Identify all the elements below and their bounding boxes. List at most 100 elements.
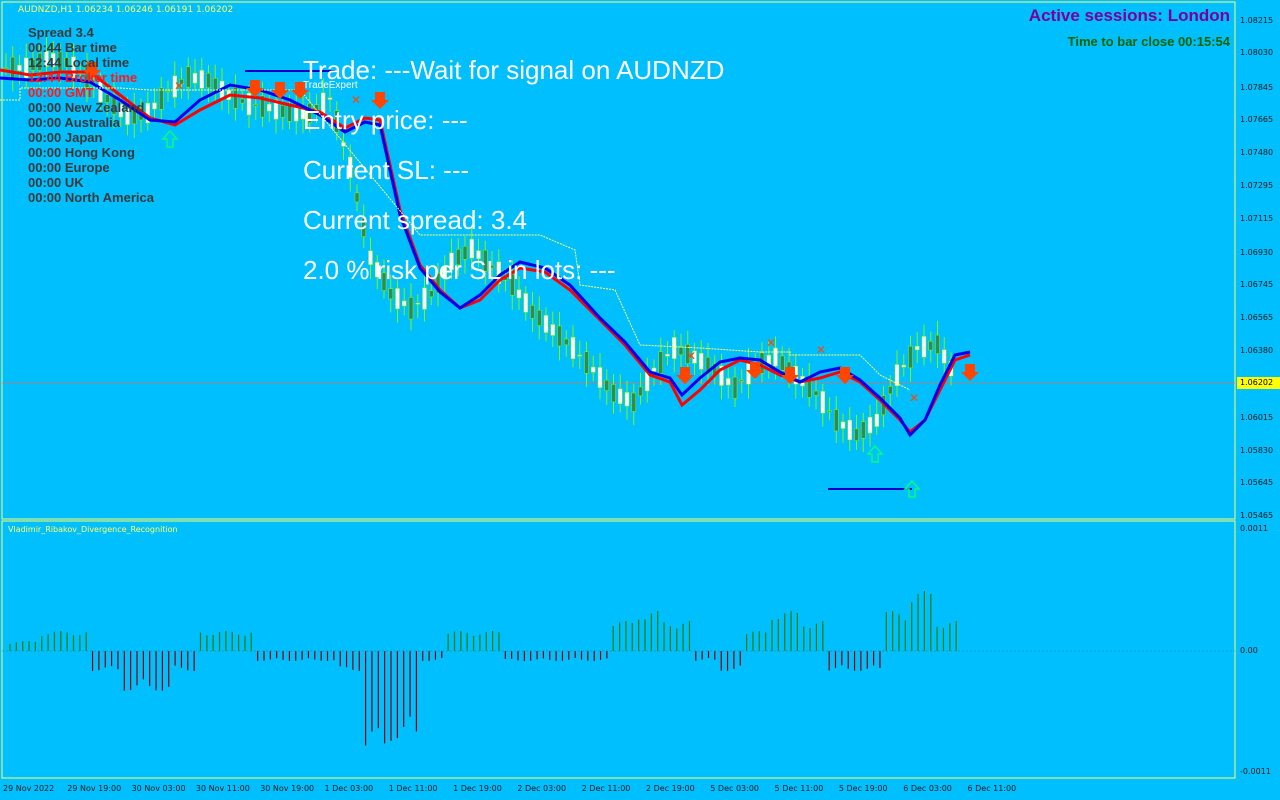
candle <box>719 365 724 386</box>
price-axis-label: 1.05465 <box>1240 511 1274 520</box>
candle <box>260 95 265 118</box>
candle <box>523 293 528 313</box>
candle <box>10 56 15 79</box>
time-axis-label: 2 Dec 19:00 <box>646 784 695 793</box>
candle <box>726 378 731 386</box>
price-axis-label: 1.05645 <box>1240 478 1274 487</box>
candle <box>118 104 123 118</box>
candle <box>280 105 285 118</box>
moving-averages-layer <box>0 68 971 438</box>
candle <box>901 364 906 368</box>
candle <box>739 379 744 382</box>
candle <box>827 410 832 413</box>
candle <box>483 249 488 272</box>
trade-expert-label: TradeExpert <box>303 80 358 91</box>
candle <box>550 324 555 336</box>
info-panel-row: 12:44 Local time <box>28 55 130 70</box>
candle <box>253 104 258 107</box>
sell-arrow-icon <box>961 364 979 381</box>
candle <box>395 288 400 310</box>
candle <box>307 103 312 123</box>
candle <box>44 51 49 67</box>
candle <box>496 261 501 284</box>
sell-arrow-icon <box>291 82 309 99</box>
price-axis-label: 1.06380 <box>1240 346 1274 355</box>
candle <box>618 388 623 404</box>
price-axis-label: 1.05830 <box>1240 446 1274 455</box>
candle <box>921 336 927 358</box>
sell-arrow-icon <box>746 362 764 379</box>
candle <box>928 340 933 351</box>
candle <box>422 287 427 310</box>
time-axis-label: 30 Nov 19:00 <box>260 784 315 793</box>
price-axis-label: 1.07845 <box>1240 83 1274 92</box>
price-axis-label: 1.08215 <box>1240 16 1274 25</box>
info-panel-row: 00:00 UK <box>28 175 84 190</box>
candle <box>591 366 596 373</box>
candle <box>780 355 785 371</box>
candle <box>368 250 373 265</box>
sell-arrow-icon <box>246 80 264 97</box>
info-panel-row: 00:00 Europe <box>28 160 110 175</box>
candle <box>456 249 461 266</box>
buy-arrow-icon <box>903 479 921 498</box>
time-axis-label: 2 Dec 11:00 <box>581 784 631 793</box>
candle <box>631 392 636 412</box>
candle <box>348 156 353 178</box>
candle <box>449 252 454 270</box>
price-axis-label: 1.07295 <box>1240 181 1274 190</box>
candle <box>375 262 380 278</box>
sell-arrow-icon <box>781 367 799 384</box>
candle <box>179 79 184 85</box>
indicator-name: Vladimir_Ribakov_Divergence_Recognition <box>8 525 178 534</box>
ma-blue-line <box>0 76 971 438</box>
candle <box>240 98 245 104</box>
candle <box>678 347 684 356</box>
candle <box>273 99 279 120</box>
candle <box>840 421 846 429</box>
candle <box>125 108 130 125</box>
time-axis-label: 5 Dec 11:00 <box>774 784 824 793</box>
candle <box>267 103 272 112</box>
candle <box>854 428 859 441</box>
exit-cross-icon: ✕ <box>766 336 776 350</box>
info-panel-row: 12:44 Broker time <box>28 70 138 85</box>
candle <box>37 52 42 71</box>
info-panel-row: Spread 3.4 <box>28 25 94 40</box>
buy-arrow-icon <box>161 129 179 148</box>
candle <box>942 349 947 364</box>
indicator-axis-label: 0.00 <box>1240 646 1258 655</box>
candle <box>192 72 198 84</box>
exit-cross-icon: ✕ <box>174 79 184 93</box>
current-spread: Current spread: 3.4 <box>303 205 528 235</box>
candle <box>17 64 22 71</box>
candle <box>699 353 704 370</box>
candle <box>672 337 677 359</box>
candle <box>476 250 481 259</box>
candle <box>867 416 873 434</box>
time-axis-label: 29 Nov 19:00 <box>67 784 122 793</box>
candle <box>442 266 447 278</box>
candle <box>732 376 738 399</box>
candle <box>557 325 562 347</box>
candle <box>570 337 576 360</box>
candle <box>24 57 29 79</box>
info-panel-row: 00:00 North America <box>28 190 154 205</box>
price-axis-label: 1.07665 <box>1240 115 1274 124</box>
candle <box>915 346 920 351</box>
candle <box>874 413 879 427</box>
candle <box>429 290 434 298</box>
time-axis-label: 30 Nov 03:00 <box>131 784 186 793</box>
exit-cross-icon: ✕ <box>816 343 826 357</box>
candle <box>206 73 211 89</box>
candle <box>705 356 711 375</box>
candle <box>834 409 839 432</box>
candle <box>543 315 549 333</box>
signal-arrows-layer: ✕ ✕ ✕ ✕ ✕ ✕ <box>83 62 979 498</box>
entry-price: Entry price: --- <box>303 105 468 135</box>
info-panel-row: 00:00 Hong Kong <box>28 145 135 160</box>
candle <box>820 391 825 414</box>
candle <box>172 75 177 98</box>
time-axis-label: 30 Nov 11:00 <box>195 784 250 793</box>
